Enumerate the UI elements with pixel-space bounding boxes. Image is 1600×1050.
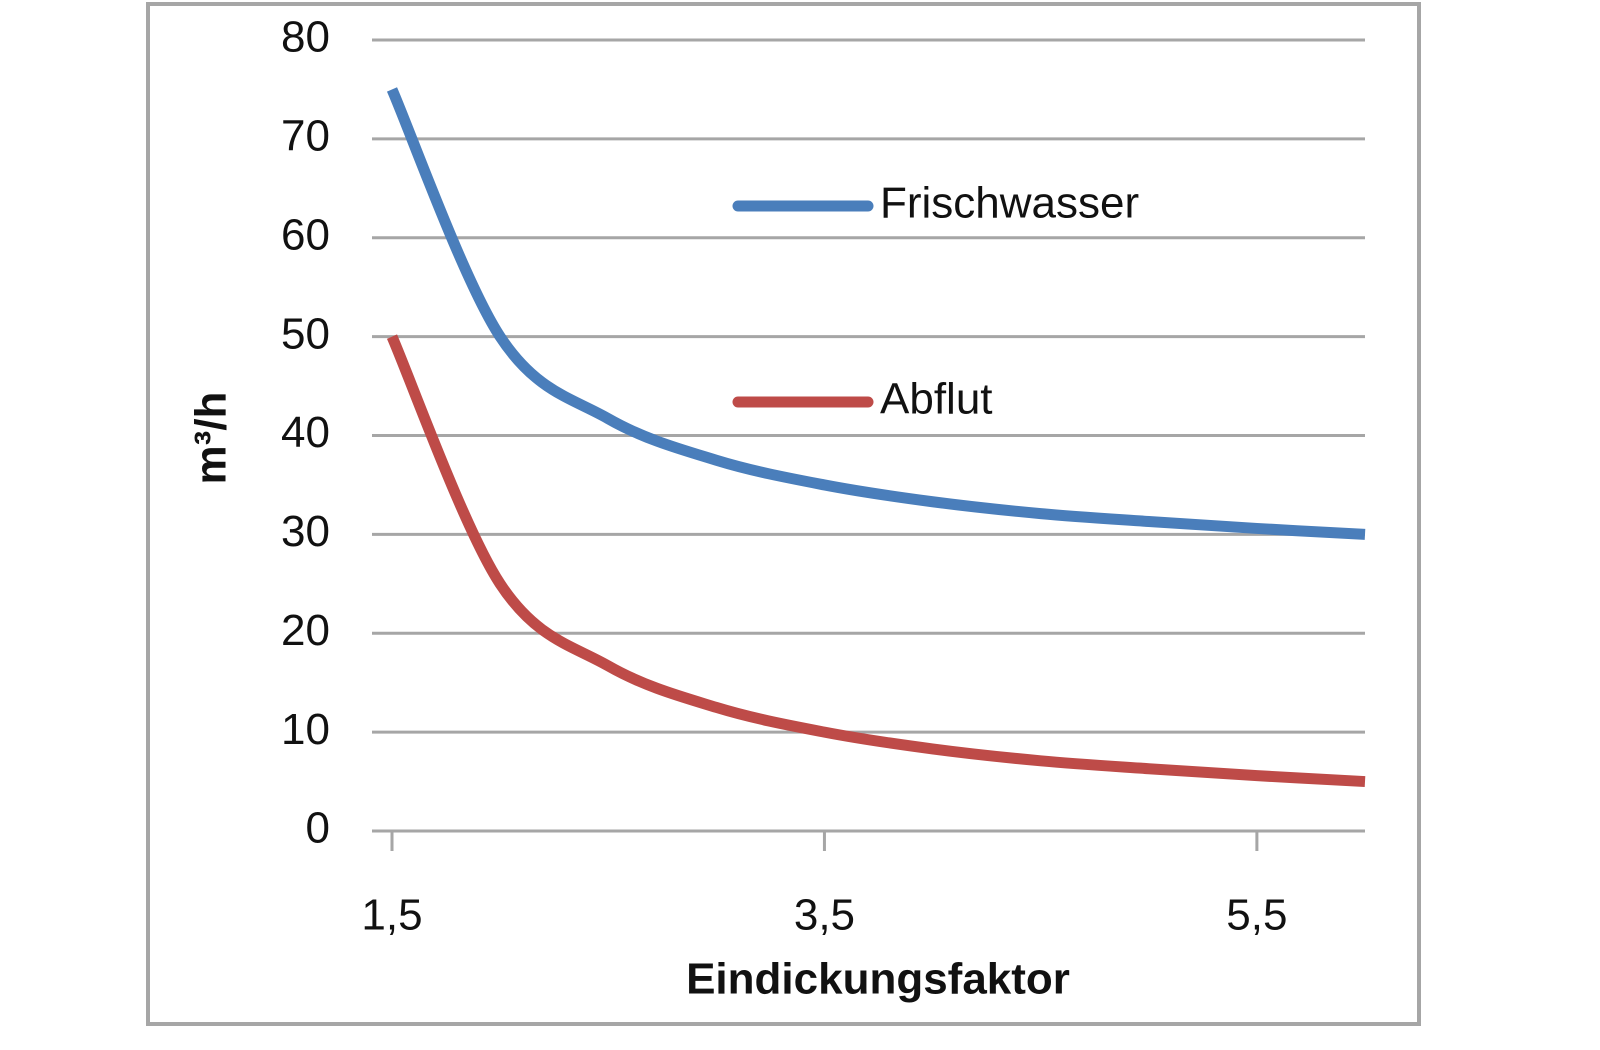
- y-tick-label: 60: [281, 210, 330, 259]
- y-tick-label: 50: [281, 309, 330, 358]
- x-tick-label: 1,5: [361, 891, 422, 940]
- chart-frame: [146, 2, 1421, 1026]
- x-tick-label: 5,5: [1226, 891, 1287, 940]
- y-tick-label: 40: [281, 408, 330, 457]
- y-tick-label: 30: [281, 507, 330, 556]
- y-axis-label: m³/h: [187, 392, 236, 485]
- y-tick-label: 20: [281, 606, 330, 655]
- y-tick-label: 70: [281, 112, 330, 161]
- legend-label: Frischwasser: [880, 179, 1139, 228]
- x-tick-label: 3,5: [794, 891, 855, 940]
- y-tick-label: 0: [306, 804, 330, 853]
- legend-label: Abflut: [880, 375, 993, 424]
- x-axis-label: Eindickungsfaktor: [686, 955, 1070, 1004]
- series-line: [386, 334, 1366, 788]
- series-line: [386, 87, 1366, 540]
- y-tick-label: 80: [281, 13, 330, 62]
- y-tick-label: 10: [281, 705, 330, 754]
